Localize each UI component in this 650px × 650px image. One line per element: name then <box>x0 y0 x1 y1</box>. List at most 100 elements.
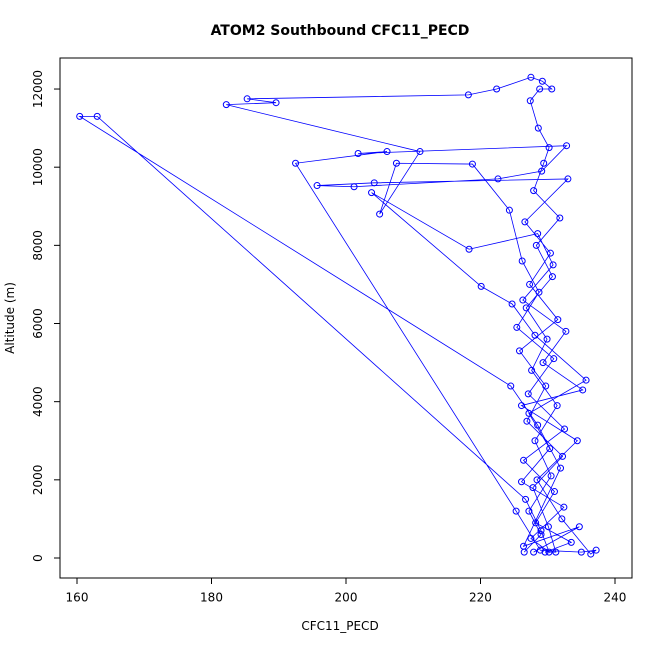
data-point <box>512 507 520 515</box>
data-point <box>582 376 590 384</box>
data-point <box>534 124 542 132</box>
data-point <box>575 523 583 531</box>
data-point <box>530 548 538 556</box>
data-point <box>522 304 530 312</box>
data-point <box>540 159 548 167</box>
data-point <box>548 273 556 281</box>
data-point <box>559 452 567 460</box>
data-point <box>515 347 523 355</box>
y-tick-label: 0 <box>31 554 45 562</box>
data-point <box>535 288 543 296</box>
data-point <box>537 527 545 535</box>
data-point <box>370 179 378 187</box>
data-point <box>513 323 521 331</box>
data-point <box>532 241 540 249</box>
data-point <box>562 327 570 335</box>
x-tick-label: 200 <box>335 591 358 605</box>
data-point <box>547 472 555 480</box>
data-point <box>539 359 547 367</box>
data-point <box>552 548 560 556</box>
data-point <box>592 546 600 554</box>
data-point <box>468 160 476 168</box>
data-point <box>542 382 550 390</box>
data-point <box>587 550 595 558</box>
data-point <box>525 409 533 417</box>
data-point <box>579 386 587 394</box>
data-point <box>416 148 424 156</box>
data-point <box>519 296 527 304</box>
y-tick-label: 12000 <box>31 70 45 108</box>
data-point <box>561 425 569 433</box>
y-axis-label: Altitude (m) <box>3 282 17 354</box>
data-point <box>534 421 542 429</box>
data-point <box>557 464 565 472</box>
data-point <box>493 85 501 93</box>
data-point <box>465 245 473 253</box>
data-point <box>520 456 528 464</box>
data-point <box>567 538 575 546</box>
data-point <box>350 183 358 191</box>
data-point <box>292 159 300 167</box>
data-point <box>383 148 391 156</box>
data-point <box>222 101 230 109</box>
data-point <box>518 402 526 410</box>
data-point <box>505 206 513 214</box>
data-point <box>368 189 376 197</box>
data-point <box>532 519 540 527</box>
data-point <box>354 150 362 158</box>
data-point <box>550 355 558 363</box>
data-point <box>543 335 551 343</box>
data-point <box>536 85 544 93</box>
data-point <box>526 97 534 105</box>
data-point <box>538 77 546 85</box>
data-line <box>78 76 597 555</box>
data-point <box>524 390 532 398</box>
data-point <box>93 112 101 120</box>
data-point <box>494 175 502 183</box>
data-point <box>526 280 534 288</box>
data-point <box>558 515 566 523</box>
data-point <box>573 437 581 445</box>
data-point <box>531 437 539 445</box>
data-point <box>76 112 84 120</box>
plot-frame <box>59 57 633 579</box>
data-point <box>527 73 535 81</box>
data-point <box>507 382 515 390</box>
data-point <box>560 503 568 511</box>
data-point <box>520 542 528 550</box>
data-point <box>549 261 557 269</box>
data-point <box>518 478 526 486</box>
x-tick-label: 220 <box>469 591 492 605</box>
data-point <box>553 402 561 410</box>
y-tick-label: 8000 <box>31 230 45 261</box>
data-point <box>529 484 537 492</box>
data-point <box>376 210 384 218</box>
data-point <box>531 331 539 339</box>
data-point <box>272 99 280 107</box>
y-tick-label: 4000 <box>31 386 45 417</box>
data-point <box>546 249 554 257</box>
data-point <box>464 91 472 99</box>
data-point <box>550 488 558 496</box>
data-point <box>313 182 321 190</box>
data-point <box>541 548 549 556</box>
data-point <box>544 523 552 531</box>
data-point <box>243 95 251 103</box>
chart-title: ATOM2 Southbound CFC11_PECD <box>211 23 470 39</box>
x-axis-label: CFC11_PECD <box>301 619 378 633</box>
y-tick-label: 6000 <box>31 308 45 339</box>
x-tick-label: 180 <box>200 591 223 605</box>
data-point <box>534 230 542 238</box>
x-tick-label: 160 <box>66 591 89 605</box>
data-point <box>577 548 585 556</box>
data-point <box>522 495 530 503</box>
data-point <box>392 159 400 167</box>
data-point <box>525 507 533 515</box>
data-point <box>533 476 541 484</box>
y-tick-label: 10000 <box>31 148 45 186</box>
y-tick-label: 2000 <box>31 465 45 496</box>
data-point <box>523 417 531 425</box>
data-point <box>518 257 526 265</box>
data-point <box>508 300 516 308</box>
